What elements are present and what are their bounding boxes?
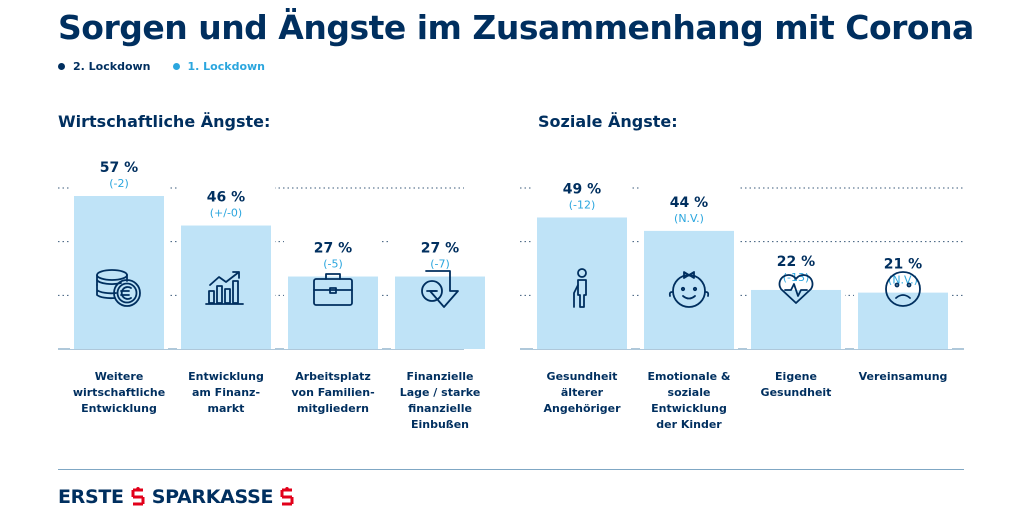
category-label: am Finanz-	[192, 386, 260, 399]
change-label: (-2)	[109, 177, 129, 190]
erste-sparkasse-logo: ERSTE SPARKASSE	[58, 486, 295, 508]
category-label: Eigene	[775, 370, 817, 383]
value-label: 44 %	[670, 195, 708, 211]
briefcase-icon	[313, 273, 353, 306]
category-label: älterer	[561, 386, 604, 399]
bar	[395, 276, 485, 349]
legend-label-1-lockdown: 1. Lockdown	[187, 60, 266, 73]
bar	[858, 292, 948, 349]
category-label: Weitere	[95, 370, 144, 383]
legend: 2. Lockdown 1. Lockdown	[58, 60, 265, 73]
logo-word-sparkasse: SPARKASSE	[151, 486, 274, 508]
legend-label-2-lockdown: 2. Lockdown	[73, 60, 151, 73]
category-label: markt	[208, 402, 245, 415]
category-label: finanzielle	[408, 402, 472, 415]
bar	[74, 196, 164, 349]
category-label: von Familien-	[291, 386, 374, 399]
change-label: (-5)	[323, 258, 343, 271]
category-label: Gesundheit	[761, 386, 832, 399]
change-label: (-13)	[783, 271, 810, 284]
sparkasse-s-icon-2	[280, 487, 294, 506]
category-label: Emotionale &	[647, 370, 730, 383]
category-label: Finanzielle	[406, 370, 473, 383]
logo-word-erste: ERSTE	[58, 486, 124, 508]
category-label: Gesundheit	[547, 370, 618, 383]
footer-divider	[58, 469, 964, 470]
category-label: mitgliedern	[297, 402, 369, 415]
value-label: 21 %	[884, 257, 922, 273]
section-title-economic: Wirtschaftliche Ängste:	[58, 112, 271, 131]
change-label: (-7)	[430, 258, 450, 271]
elderly-person-icon	[573, 268, 587, 308]
child-face-icon	[668, 271, 710, 308]
money-loss-icon	[421, 270, 459, 308]
value-label: 27 %	[314, 241, 352, 257]
bar	[537, 217, 627, 349]
category-label: Lage / starke	[400, 386, 481, 399]
category-label: Vereinsamung	[859, 370, 948, 383]
sad-face-icon	[885, 271, 921, 307]
bar	[181, 225, 271, 349]
category-label: wirtschaftliche	[73, 386, 165, 399]
value-label: 49 %	[563, 181, 601, 197]
bar	[644, 230, 734, 349]
value-label: 57 %	[100, 160, 138, 176]
sparkasse-s-icon	[131, 487, 145, 506]
chart-growth-icon	[205, 271, 244, 305]
category-label: Entwicklung	[81, 402, 157, 415]
legend-dot-2-lockdown	[58, 63, 65, 70]
page-title: Sorgen und Ängste im Zusammenhang mit Co…	[58, 8, 974, 47]
legend-dot-1-lockdown	[172, 63, 180, 70]
category-label: Angehöriger	[543, 402, 621, 415]
category-label: Entwicklung	[188, 370, 264, 383]
category-label: soziale	[668, 386, 711, 399]
legend-item-1-lockdown: 1. Lockdown	[172, 60, 266, 73]
section-title-social: Soziale Ängste:	[538, 112, 678, 131]
value-label: 46 %	[207, 190, 245, 206]
change-label: (+/-0)	[210, 207, 242, 220]
category-label: Einbußen	[411, 418, 469, 431]
heart-pulse-icon	[778, 274, 814, 304]
category-label: der Kinder	[656, 418, 722, 431]
coins-euro-icon	[96, 269, 141, 307]
category-label: Entwicklung	[651, 402, 727, 415]
legend-item-2-lockdown: 2. Lockdown	[58, 60, 151, 73]
change-label: (-12)	[569, 198, 596, 211]
category-label: Arbeitsplatz	[295, 370, 371, 383]
value-label: 27 %	[421, 241, 459, 257]
change-label: (N.V.)	[674, 212, 704, 225]
value-label: 22 %	[777, 254, 815, 270]
bar	[751, 289, 841, 349]
